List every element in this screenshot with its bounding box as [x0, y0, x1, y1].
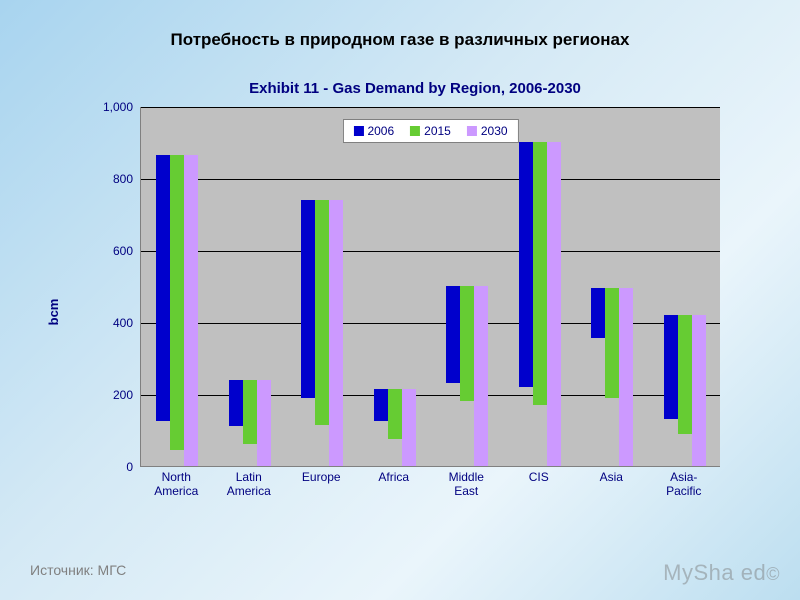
x-axis-labels: North America Latin America Europe Africa Mi… [140, 469, 720, 517]
y-tick: 1,000 [88, 100, 133, 114]
bar [229, 380, 243, 427]
x-tick-label: Middle East [449, 471, 484, 499]
bar [402, 389, 416, 466]
bar [315, 200, 329, 425]
y-axis-ticks: 02004006008001,000 [90, 107, 135, 467]
bars-layer [141, 107, 720, 466]
x-tick-label: Africa [378, 471, 409, 485]
bar [664, 315, 678, 419]
y-tick: 0 [88, 460, 133, 474]
bar [446, 286, 460, 383]
bar [460, 286, 474, 401]
y-tick: 600 [88, 244, 133, 258]
bar-group [301, 200, 343, 466]
x-tick-label: Latin America [227, 471, 271, 499]
watermark: MySha ed© [663, 560, 780, 586]
bar [156, 155, 170, 421]
legend: 2006 2015 2030 [342, 119, 518, 143]
bar [547, 142, 561, 466]
legend-item: 2015 [410, 124, 451, 138]
chart-title: Exhibit 11 - Gas Demand by Region, 2006-… [90, 80, 740, 97]
bar [388, 389, 402, 439]
x-tick-label: Asia [600, 471, 623, 485]
source-label: Источник: МГС [30, 562, 126, 578]
bar-group [374, 389, 416, 466]
bar [692, 315, 706, 466]
bar [301, 200, 315, 398]
bar-group [229, 380, 271, 466]
main-title: Потребность в природном газе в различных… [0, 30, 800, 50]
legend-label: 2030 [481, 124, 508, 138]
bar [519, 142, 533, 387]
y-tick: 400 [88, 316, 133, 330]
legend-swatch [353, 126, 363, 136]
bar [374, 389, 388, 421]
legend-item: 2030 [467, 124, 508, 138]
bar [243, 380, 257, 445]
x-tick-label: CIS [529, 471, 549, 485]
bar [533, 142, 547, 405]
bar [474, 286, 488, 466]
y-tick: 200 [88, 388, 133, 402]
bar [678, 315, 692, 434]
legend-label: 2006 [367, 124, 394, 138]
x-tick-label: North America [154, 471, 198, 499]
legend-swatch [467, 126, 477, 136]
bar [619, 288, 633, 466]
legend-swatch [410, 126, 420, 136]
plot-area: 2006 2015 2030 [140, 107, 720, 467]
legend-label: 2015 [424, 124, 451, 138]
bar [257, 380, 271, 466]
plot-area-wrapper: bcm 02004006008001,000 200620152030 Nort… [90, 107, 740, 517]
bar [170, 155, 184, 450]
bar-group [156, 155, 198, 466]
y-tick: 800 [88, 172, 133, 186]
x-tick-label: Asia- Pacific [666, 471, 701, 499]
chart: Exhibit 11 - Gas Demand by Region, 2006-… [90, 80, 740, 530]
bar [591, 288, 605, 338]
legend-item: 2006 [353, 124, 394, 138]
bar-group [519, 142, 561, 466]
bar [329, 200, 343, 466]
bar-group [664, 315, 706, 466]
y-axis-label: bcm [46, 299, 61, 326]
bar-group [446, 286, 488, 466]
bar [605, 288, 619, 398]
bar [184, 155, 198, 466]
x-tick-label: Europe [302, 471, 341, 485]
bar-group [591, 288, 633, 466]
